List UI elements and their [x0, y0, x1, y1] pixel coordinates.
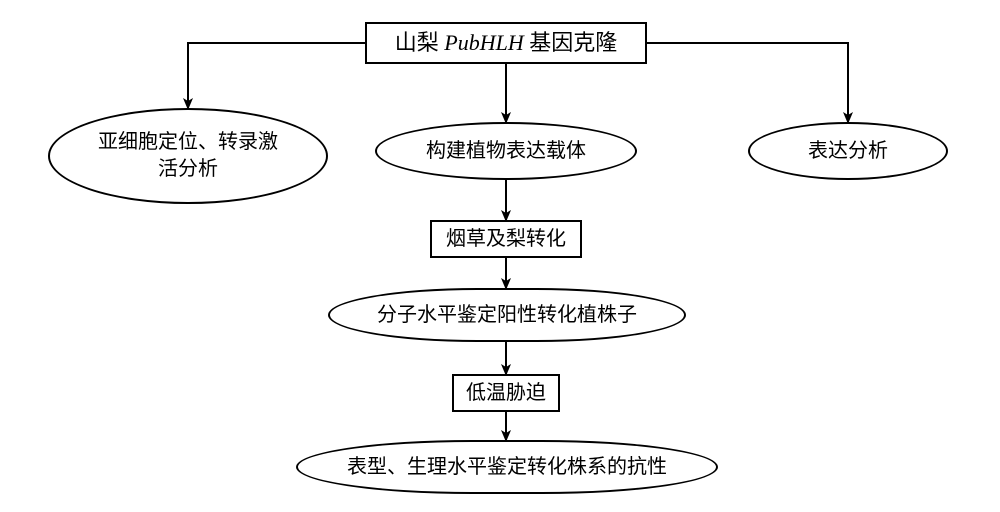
- edge-top-to-right: [647, 43, 848, 122]
- node-right-label: 表达分析: [802, 136, 894, 167]
- node-center3-label: 表型、生理水平鉴定转化株系的抗性: [341, 452, 673, 483]
- node-phenotype-resistance: 表型、生理水平鉴定转化株系的抗性: [296, 440, 718, 494]
- node-expression-analysis: 表达分析: [748, 122, 948, 180]
- node-rect2-label: 烟草及梨转化: [440, 224, 572, 255]
- flowchart-container: 山梨 PubHLH 基因克隆 亚细胞定位、转录激 活分析 构建植物表达载体 表达…: [0, 0, 1000, 512]
- node-center2-label: 分子水平鉴定阳性转化植株子: [371, 300, 643, 331]
- node-top-gene-cloning: 山梨 PubHLH 基因克隆: [365, 22, 647, 64]
- edge-top-to-left: [188, 43, 365, 108]
- node-rect3-label: 低温胁迫: [460, 378, 552, 409]
- node-molecular-identification: 分子水平鉴定阳性转化植株子: [328, 288, 686, 342]
- node-center1-label: 构建植物表达载体: [420, 136, 592, 167]
- node-construct-vector: 构建植物表达载体: [375, 122, 637, 180]
- node-top-label: 山梨 PubHLH 基因克隆: [389, 26, 623, 60]
- node-left-label: 亚细胞定位、转录激 活分析: [92, 127, 284, 185]
- node-subcellular-localization: 亚细胞定位、转录激 活分析: [48, 108, 328, 204]
- node-tobacco-pear-transformation: 烟草及梨转化: [430, 220, 582, 258]
- node-cold-stress: 低温胁迫: [452, 374, 560, 412]
